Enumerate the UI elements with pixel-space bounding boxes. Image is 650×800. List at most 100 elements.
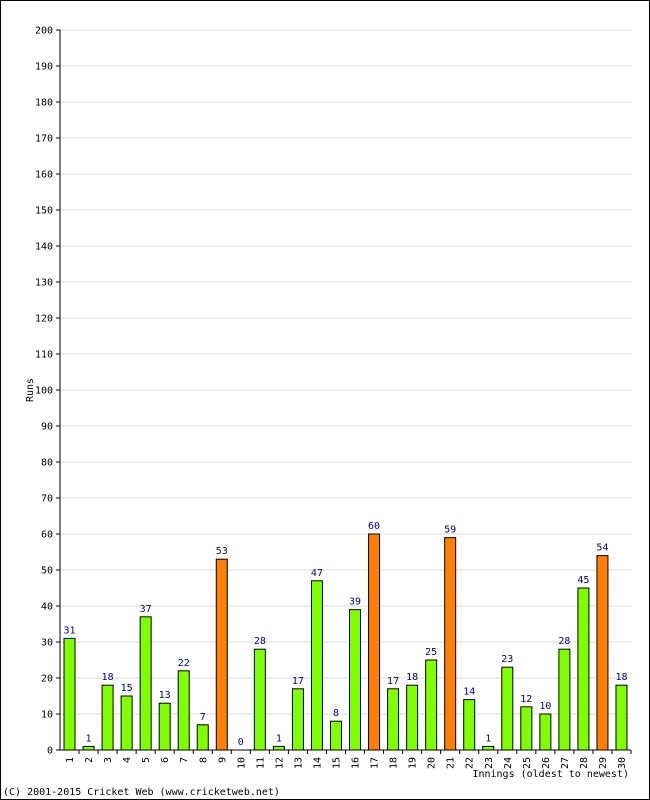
y-axis-label: Runs xyxy=(25,378,36,402)
x-tick-label: 11 xyxy=(255,757,266,769)
bar xyxy=(310,580,323,751)
bar xyxy=(349,609,362,751)
x-tick-label: 26 xyxy=(541,757,552,769)
bar xyxy=(520,706,533,751)
bar-value-label: 17 xyxy=(292,676,304,687)
y-tick-label: 10 xyxy=(41,710,53,721)
y-tick-label: 100 xyxy=(35,386,53,397)
bar-value-label: 60 xyxy=(368,521,380,532)
bar xyxy=(215,558,228,751)
bar-value-label: 53 xyxy=(216,546,228,557)
y-tick-label: 20 xyxy=(41,674,53,685)
bar xyxy=(425,659,438,751)
x-tick-label: 7 xyxy=(179,757,190,763)
x-tick-label: 27 xyxy=(560,757,571,769)
bar-value-label: 22 xyxy=(178,658,190,669)
bar xyxy=(387,688,400,751)
y-tick-label: 50 xyxy=(41,566,53,577)
bar xyxy=(63,637,76,751)
x-tick-label: 25 xyxy=(522,757,533,769)
bar-value-label: 25 xyxy=(425,647,437,658)
x-tick-label: 6 xyxy=(160,757,171,763)
x-axis-label: Innings (oldest to newest) xyxy=(472,769,629,780)
bar xyxy=(615,684,628,751)
bar xyxy=(463,699,476,751)
bar-value-label: 0 xyxy=(238,737,244,748)
bar xyxy=(82,745,95,751)
bar-value-label: 12 xyxy=(520,694,532,705)
copyright-footer: (C) 2001-2015 Cricket Web (www.cricketwe… xyxy=(3,787,280,798)
y-tick-label: 200 xyxy=(35,26,53,37)
x-tick-label: 22 xyxy=(465,757,476,769)
bar xyxy=(101,684,114,751)
y-tick-label: 60 xyxy=(41,530,53,541)
x-tick-label: 24 xyxy=(503,757,514,769)
bar xyxy=(253,648,266,751)
y-tick-label: 180 xyxy=(35,98,53,109)
bar-value-label: 18 xyxy=(615,672,627,683)
bar xyxy=(158,702,171,751)
x-tick-label: 19 xyxy=(408,757,419,769)
bar xyxy=(120,695,133,751)
x-tick-label: 12 xyxy=(274,757,285,769)
bar-value-label: 15 xyxy=(121,683,133,694)
y-tick-label: 130 xyxy=(35,278,53,289)
bar-value-label: 10 xyxy=(539,701,551,712)
bar-value-label: 1 xyxy=(485,733,491,744)
bar xyxy=(139,616,152,751)
bar-value-label: 45 xyxy=(577,575,589,586)
bar xyxy=(329,720,342,751)
bar xyxy=(291,688,304,751)
y-tick-label: 190 xyxy=(35,62,53,73)
bar xyxy=(577,587,590,751)
y-tick-label: 160 xyxy=(35,170,53,181)
x-tick-label: 3 xyxy=(103,757,114,763)
bar xyxy=(196,724,209,751)
y-tick-label: 70 xyxy=(41,494,53,505)
x-tick-label: 14 xyxy=(312,757,323,769)
bar-value-label: 39 xyxy=(349,597,361,608)
bar-value-label: 1 xyxy=(86,733,92,744)
y-tick-label: 150 xyxy=(35,206,53,217)
bar xyxy=(444,537,457,751)
bar xyxy=(406,684,419,751)
x-tick-label: 16 xyxy=(351,757,362,769)
x-tick-label: 10 xyxy=(236,757,247,769)
y-axis-ticks: 0 10 20 30 40 50 60 70 80 90 100 110 120 130 140 150 160… xyxy=(35,26,60,757)
x-tick-label: 9 xyxy=(217,757,228,763)
x-tick-label: 17 xyxy=(370,757,381,769)
bar-value-label: 7 xyxy=(200,712,206,723)
bar-value-label: 59 xyxy=(444,525,456,536)
bar xyxy=(368,533,381,751)
x-tick-label: 30 xyxy=(617,757,628,769)
bar-value-label: 54 xyxy=(596,543,608,554)
y-tick-label: 120 xyxy=(35,314,53,325)
bar-value-label: 18 xyxy=(406,672,418,683)
bar-value-label: 13 xyxy=(159,690,171,701)
y-tick-label: 140 xyxy=(35,242,53,253)
x-tick-label: 15 xyxy=(331,757,342,769)
bar-value-label: 37 xyxy=(140,604,152,615)
bar xyxy=(558,648,571,751)
bar-value-label: 28 xyxy=(558,636,570,647)
bar-value-label: 14 xyxy=(463,687,475,698)
bar-labels: 31 1 18 15 37 13 22 7 53 0 28 1 17 47 8 39 60 17 18 25 59 14 1… xyxy=(63,521,627,748)
y-tick-label: 30 xyxy=(41,638,53,649)
bar xyxy=(177,670,190,751)
y-tick-label: 90 xyxy=(41,422,53,433)
y-tick-label: 40 xyxy=(41,602,53,613)
bar xyxy=(596,555,609,751)
x-tick-label: 21 xyxy=(446,757,457,769)
grid-lines xyxy=(60,29,631,715)
bar-value-label: 18 xyxy=(102,672,114,683)
y-tick-label: 0 xyxy=(47,746,53,757)
x-tick-label: 8 xyxy=(198,757,209,763)
x-tick-label: 1 xyxy=(65,757,76,763)
bar-value-label: 31 xyxy=(63,625,75,636)
x-tick-label: 23 xyxy=(484,757,495,769)
bar-value-label: 1 xyxy=(276,733,282,744)
bar xyxy=(501,666,514,751)
x-tick-label: 2 xyxy=(84,757,95,763)
